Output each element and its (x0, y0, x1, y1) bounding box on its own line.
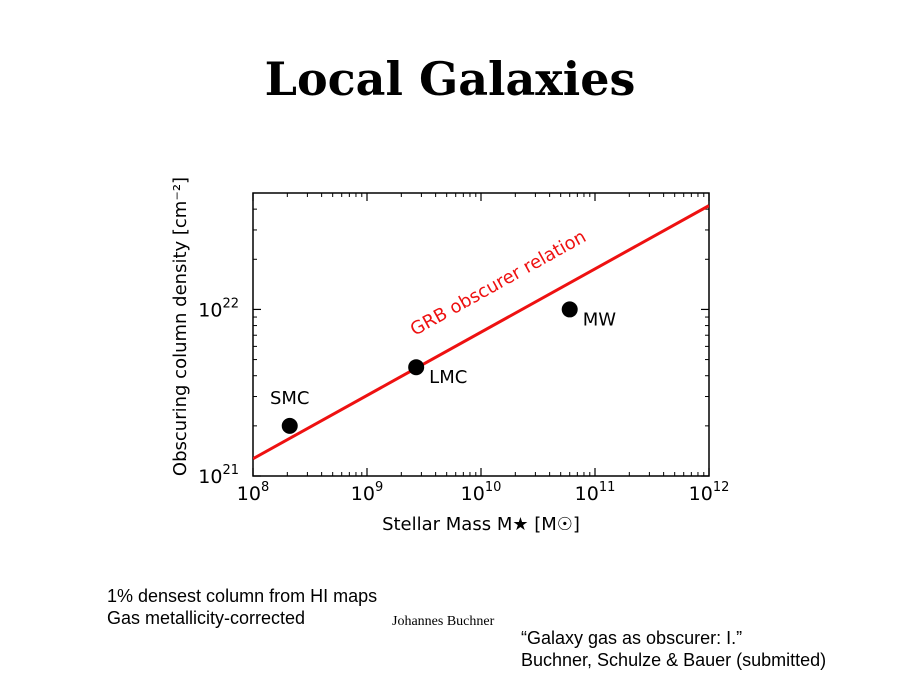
plot-frame (252, 192, 710, 477)
reference-title: “Galaxy gas as obscurer: I.” (521, 628, 743, 648)
point-mw (561, 301, 578, 318)
point-label-smc: SMC (270, 388, 310, 409)
y-tick-label: 1021 (198, 463, 239, 488)
point-smc (281, 417, 298, 434)
y-tick-label: 1022 (198, 296, 239, 321)
x-tick-label: 1012 (689, 480, 730, 505)
note-line-1: 1% densest column from HI maps (107, 586, 378, 606)
x-tick-label: 1010 (461, 480, 502, 505)
x-tick-label: 108 (237, 480, 269, 505)
note-line-2: Gas metallicity-corrected (107, 608, 306, 628)
grb-relation-line (253, 204, 709, 461)
reference-authors: Buchner, Schulze & Bauer (submitted) (521, 650, 827, 670)
chart-axes: 108 109 1010 1011 1012 1021 1022 Stellar Mass M… (170, 177, 729, 535)
point-label-lmc: LMC (429, 367, 467, 388)
y-axis-label: Obscuring column density [cm⁻²] (170, 177, 191, 476)
x-tick-label: 1011 (575, 480, 616, 505)
x-axis-label: Stellar Mass M★ [M☉] (382, 514, 580, 535)
point-label-mw: MW (583, 309, 617, 330)
x-tick-label: 109 (351, 480, 383, 505)
slide-title: Local Galaxies (264, 52, 636, 106)
author-name: Johannes Buchner (392, 614, 495, 629)
point-lmc (408, 359, 425, 376)
